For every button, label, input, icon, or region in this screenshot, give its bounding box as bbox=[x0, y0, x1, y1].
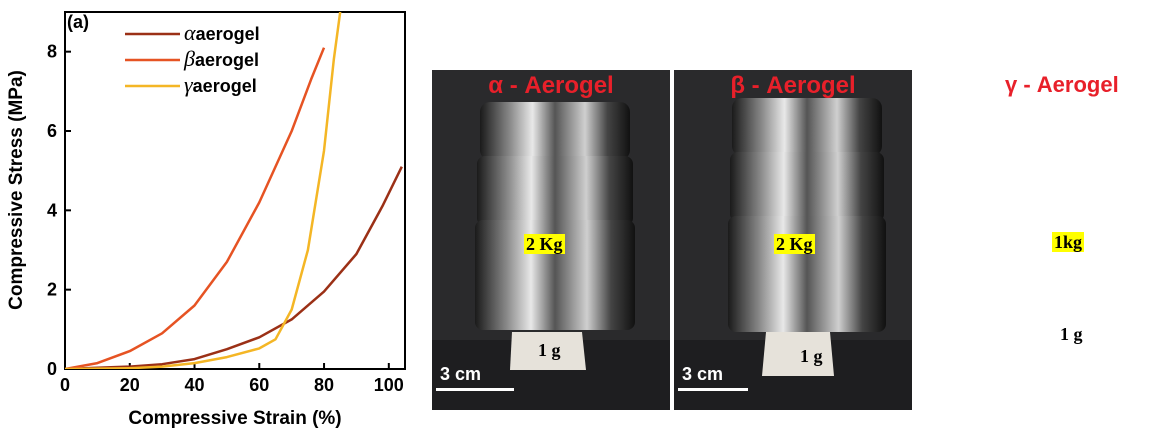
scale-label: 3 cm bbox=[440, 364, 482, 384]
x-tick-label: 60 bbox=[249, 375, 269, 395]
x-tick-label: 20 bbox=[120, 375, 140, 395]
weight-label: 2 Kg bbox=[774, 234, 815, 254]
y-tick-label: 4 bbox=[47, 200, 57, 220]
legend-entry: αaerogel bbox=[184, 20, 260, 45]
legend-entry: γaerogel bbox=[184, 72, 257, 97]
photo-alpha-aerogel: α - Aerogel 2 Kg 1 g 3 cm bbox=[432, 70, 670, 410]
photo-beta-aerogel: β - Aerogel 2 Kg 1 g 3 cm bbox=[674, 70, 912, 410]
photo-title: β - Aerogel bbox=[730, 72, 856, 99]
x-tick-label: 40 bbox=[185, 375, 205, 395]
y-ticks: 0 2 4 6 8 bbox=[47, 42, 71, 379]
y-tick-label: 0 bbox=[47, 359, 57, 379]
scale-label: 3 cm bbox=[682, 364, 724, 384]
x-tick-label: 0 bbox=[60, 375, 70, 395]
sample-label-gamma: 1 g bbox=[1060, 324, 1083, 344]
sample-label: 1 g bbox=[538, 340, 561, 360]
legend-entry: βaerogel bbox=[183, 46, 259, 71]
x-tick-label: 100 bbox=[374, 375, 404, 395]
x-ticks: 0 20 40 60 80 100 bbox=[60, 363, 404, 395]
series-lines bbox=[65, 12, 403, 369]
x-tick-label: 80 bbox=[314, 375, 334, 395]
series-line bbox=[65, 12, 342, 369]
y-axis-label: Compressive Stress (MPa) bbox=[6, 70, 27, 310]
plot-frame bbox=[64, 11, 406, 370]
sample-label: 1 g bbox=[800, 346, 823, 366]
weight-label: 2 Kg bbox=[524, 234, 565, 254]
scale-bar bbox=[436, 388, 514, 391]
scale-bar bbox=[678, 388, 748, 391]
series-line bbox=[65, 166, 403, 369]
panel-label: (a) bbox=[67, 12, 89, 32]
weight-illustration bbox=[674, 98, 912, 410]
y-tick-label: 8 bbox=[47, 42, 57, 62]
photo-title-gamma: γ - Aerogel bbox=[1005, 72, 1119, 97]
series-line bbox=[65, 47, 326, 369]
y-tick-label: 2 bbox=[47, 280, 57, 300]
stress-strain-chart: 0 20 40 60 80 100 0 2 4 6 8 (a) Compressive Strai… bbox=[6, 11, 406, 429]
x-axis-label: Compressive Strain (%) bbox=[128, 408, 341, 429]
photo-title: α - Aerogel bbox=[488, 72, 614, 99]
weight-illustration bbox=[432, 102, 670, 410]
weight-label-gamma: 1kg bbox=[1052, 232, 1085, 252]
y-tick-label: 6 bbox=[47, 121, 57, 141]
